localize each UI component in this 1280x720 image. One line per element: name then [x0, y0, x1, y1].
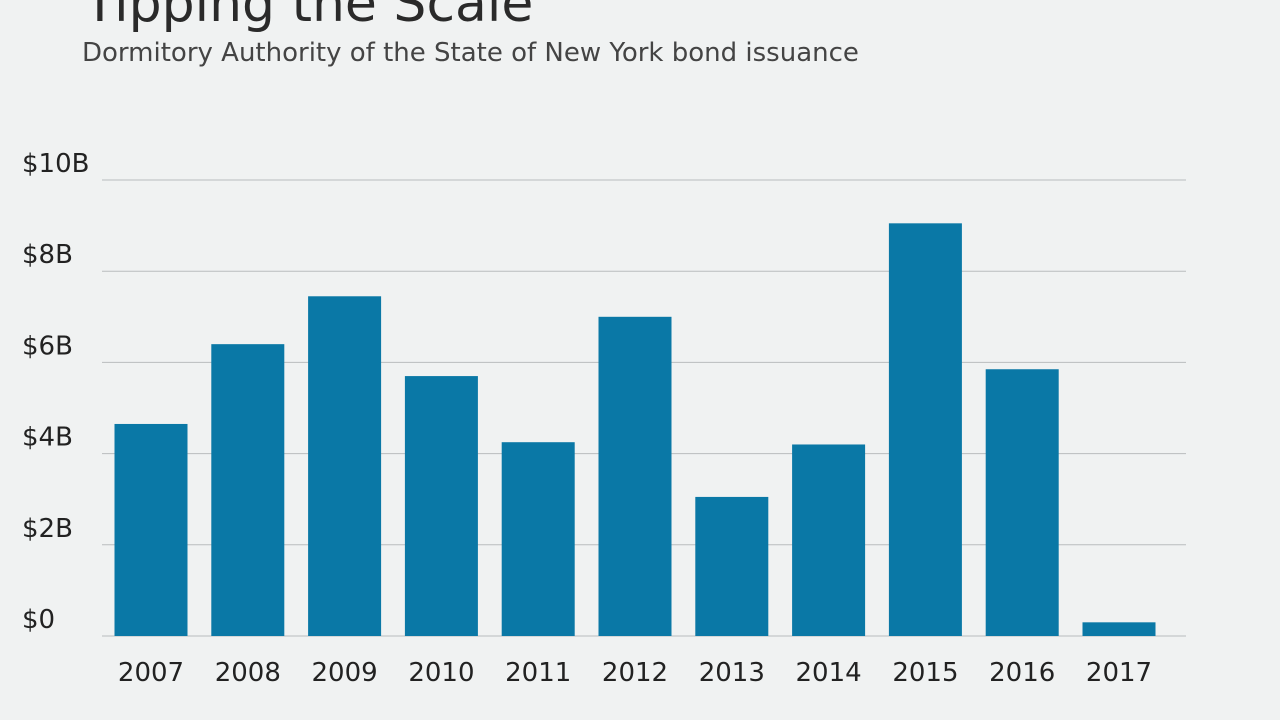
- x-tick-label: 2013: [699, 658, 765, 688]
- bar-2014: [792, 444, 866, 636]
- bar-2012: [598, 316, 672, 636]
- bar-2009: [308, 296, 382, 636]
- bar-2017: [1082, 622, 1156, 636]
- x-tick-label: 2016: [989, 658, 1055, 688]
- x-axis-ticks: 2007 2008 2009 2010 2011 2012 2013 2014 2015 2016…: [118, 658, 1152, 688]
- x-tick-label: 2014: [796, 658, 862, 688]
- y-tick-label: $6B: [22, 331, 73, 361]
- chart-subtitle: Dormitory Authority of the State of New …: [82, 38, 859, 68]
- x-tick-label: 2015: [892, 658, 958, 688]
- x-tick-label: 2008: [215, 658, 281, 688]
- x-tick-label: 2012: [602, 658, 668, 688]
- bar-2016: [985, 369, 1059, 636]
- y-tick-label: $10B: [22, 149, 89, 179]
- y-tick-label: $8B: [22, 240, 73, 270]
- x-tick-label: 2007: [118, 658, 184, 688]
- bar-2011: [501, 442, 575, 636]
- bar-2008: [211, 344, 285, 636]
- y-tick-label: $4B: [22, 423, 73, 453]
- bar-2010: [404, 376, 478, 636]
- bar-2007: [114, 423, 188, 636]
- bars: [114, 223, 1156, 636]
- bar-2015: [888, 223, 962, 636]
- bar-2013: [695, 496, 769, 636]
- y-tick-label: $0: [22, 605, 55, 635]
- chart-title: Tipping the Scale: [84, 0, 534, 34]
- x-tick-label: 2010: [408, 658, 474, 688]
- y-tick-label: $2B: [22, 514, 73, 544]
- x-tick-label: 2009: [312, 658, 378, 688]
- y-axis-ticks: $0 $2B $4B $6B $8B $10B: [22, 149, 89, 635]
- x-tick-label: 2017: [1086, 658, 1152, 688]
- x-tick-label: 2011: [505, 658, 571, 688]
